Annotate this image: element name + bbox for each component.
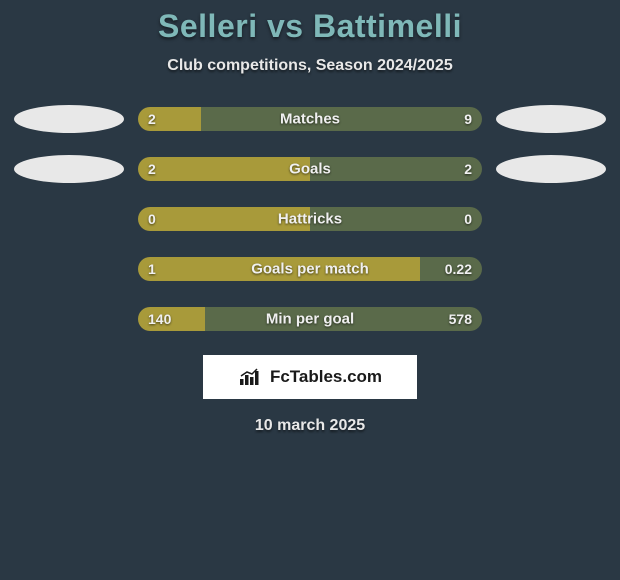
player1-marker bbox=[14, 205, 124, 233]
stat-bar-left bbox=[138, 307, 205, 331]
stat-bar-right bbox=[310, 207, 482, 231]
stat-row: Min per goal140578 bbox=[0, 305, 620, 333]
stat-bar-right bbox=[420, 257, 482, 281]
stat-bar-right bbox=[201, 107, 482, 131]
stat-bar-right bbox=[310, 157, 482, 181]
bar-chart-icon bbox=[238, 367, 264, 387]
stat-row: Goals22 bbox=[0, 155, 620, 183]
comparison-infographic: Selleri vs Battimelli Club competitions,… bbox=[0, 0, 620, 435]
stat-bar: Goals22 bbox=[138, 157, 482, 181]
brand-text: FcTables.com bbox=[270, 367, 382, 387]
stat-bar-left bbox=[138, 107, 201, 131]
date-label: 10 march 2025 bbox=[0, 417, 620, 435]
player2-marker bbox=[496, 105, 606, 133]
player2-marker bbox=[496, 305, 606, 333]
player1-marker bbox=[14, 155, 124, 183]
page-subtitle: Club competitions, Season 2024/2025 bbox=[0, 57, 620, 75]
stat-bar-right bbox=[205, 307, 482, 331]
stat-bar: Goals per match10.22 bbox=[138, 257, 482, 281]
player1-marker bbox=[14, 305, 124, 333]
brand-badge: FcTables.com bbox=[203, 355, 417, 399]
player1-marker bbox=[14, 105, 124, 133]
stat-bar: Matches29 bbox=[138, 107, 482, 131]
stat-bar: Hattricks00 bbox=[138, 207, 482, 231]
stat-bar-left bbox=[138, 207, 310, 231]
player1-marker bbox=[14, 255, 124, 283]
page-title: Selleri vs Battimelli bbox=[0, 8, 620, 45]
player2-marker bbox=[496, 255, 606, 283]
stat-bar-left bbox=[138, 257, 420, 281]
player2-marker bbox=[496, 205, 606, 233]
stat-row: Matches29 bbox=[0, 105, 620, 133]
stat-bar: Min per goal140578 bbox=[138, 307, 482, 331]
player2-marker bbox=[496, 155, 606, 183]
stat-rows: Matches29 Goals22 Hattricks00 Goals per mat… bbox=[0, 105, 620, 333]
stat-row: Hattricks00 bbox=[0, 205, 620, 233]
stat-row: Goals per match10.22 bbox=[0, 255, 620, 283]
stat-bar-left bbox=[138, 157, 310, 181]
